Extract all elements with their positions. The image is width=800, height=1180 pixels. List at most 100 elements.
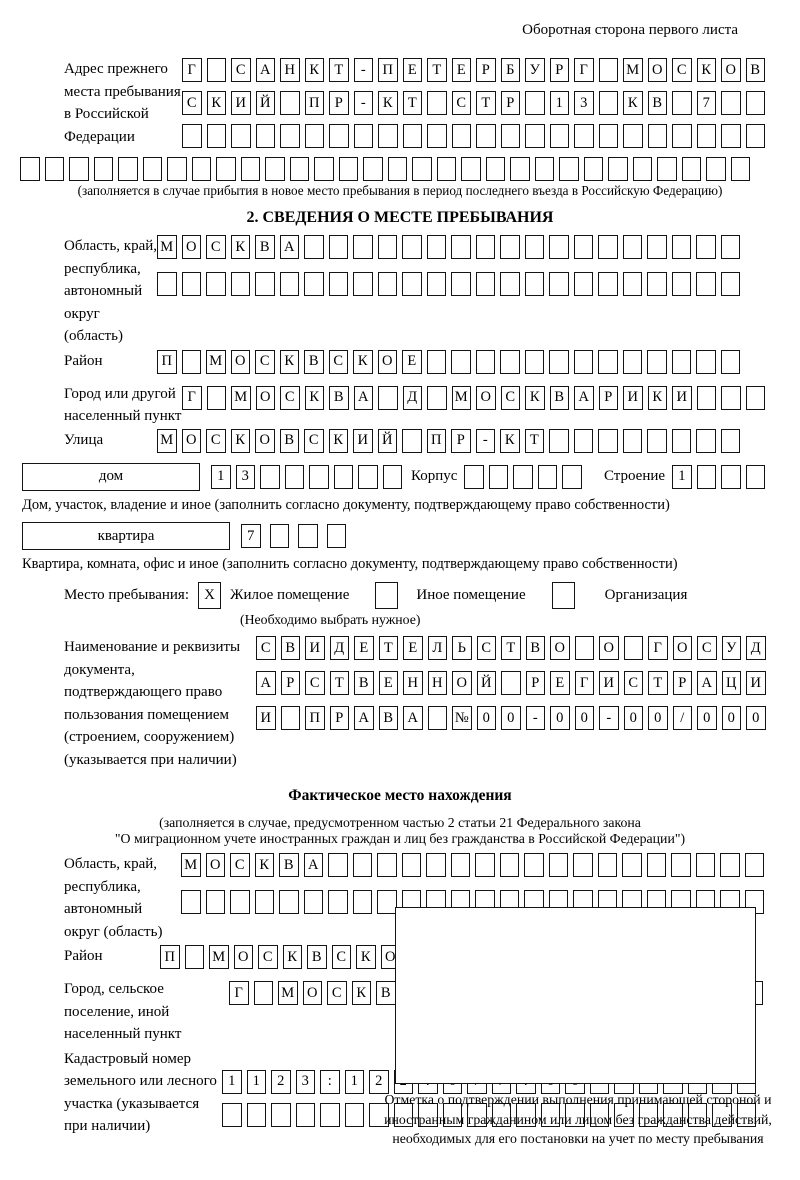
char-cell[interactable]: 1	[246, 1069, 266, 1094]
char-cell[interactable]: И	[256, 706, 276, 730]
char-cell[interactable]	[524, 853, 544, 877]
char-cell[interactable]: А	[255, 58, 275, 82]
char-cell[interactable]: Р	[500, 91, 520, 115]
char-cell[interactable]	[744, 853, 764, 877]
char-cell[interactable]	[549, 124, 569, 148]
char-cell[interactable]	[534, 157, 554, 181]
char-cell[interactable]: 7	[241, 524, 261, 549]
char-cell[interactable]: Р	[549, 58, 569, 82]
char-cell[interactable]: Т	[329, 671, 349, 695]
char-cell[interactable]: О	[255, 385, 275, 410]
char-cell[interactable]	[191, 157, 211, 181]
char-cell[interactable]	[240, 157, 260, 181]
char-cell[interactable]	[565, 1102, 585, 1127]
char-cell[interactable]	[427, 91, 447, 115]
char-cell[interactable]	[142, 157, 162, 181]
char-cell[interactable]	[451, 349, 471, 374]
char-cell[interactable]: И	[623, 385, 643, 410]
char-cell[interactable]	[44, 157, 64, 181]
char-cell[interactable]	[451, 235, 471, 259]
char-cell[interactable]	[280, 124, 300, 148]
char-cell[interactable]	[265, 157, 285, 181]
char-cell[interactable]: М	[278, 981, 298, 1005]
char-cell[interactable]: К	[623, 91, 643, 115]
char-cell[interactable]	[524, 272, 544, 296]
char-cell[interactable]	[353, 235, 373, 259]
char-cell[interactable]	[328, 853, 348, 877]
char-cell[interactable]	[721, 124, 741, 148]
char-cell[interactable]: К	[525, 385, 545, 410]
char-cell[interactable]	[451, 272, 471, 296]
char-cell[interactable]	[720, 428, 740, 453]
char-cell[interactable]: Г	[648, 636, 668, 660]
char-cell[interactable]: О	[302, 981, 322, 1005]
char-cell[interactable]	[671, 349, 691, 374]
char-cell[interactable]	[304, 124, 324, 148]
char-cell[interactable]	[314, 157, 334, 181]
char-cell[interactable]	[353, 272, 373, 296]
char-cell[interactable]	[475, 272, 495, 296]
char-cell[interactable]	[696, 124, 716, 148]
char-cell[interactable]	[369, 1102, 389, 1127]
char-cell[interactable]	[657, 157, 677, 181]
char-cell[interactable]	[475, 349, 495, 374]
char-cell[interactable]: Г	[574, 58, 594, 82]
char-cell[interactable]	[69, 157, 89, 181]
char-cell[interactable]: Е	[550, 671, 570, 695]
char-cell[interactable]: М	[451, 385, 471, 410]
char-cell[interactable]	[598, 349, 618, 374]
char-cell[interactable]	[436, 157, 456, 181]
char-cell[interactable]: 0	[550, 706, 570, 730]
char-cell[interactable]	[488, 464, 509, 489]
char-cell[interactable]: Р	[598, 385, 618, 410]
char-cell[interactable]: П	[378, 58, 398, 82]
char-cell[interactable]: О	[205, 853, 225, 877]
char-cell[interactable]	[687, 1102, 707, 1127]
char-cell[interactable]	[289, 157, 309, 181]
char-cell[interactable]	[574, 636, 594, 660]
char-cell[interactable]: Н	[427, 671, 447, 695]
char-cell[interactable]	[378, 385, 398, 410]
char-cell[interactable]	[647, 428, 667, 453]
char-cell[interactable]: И	[305, 636, 325, 660]
char-cell[interactable]: К	[230, 235, 250, 259]
char-cell[interactable]	[260, 464, 280, 489]
char-cell[interactable]	[500, 349, 520, 374]
char-cell[interactable]	[279, 272, 299, 296]
char-cell[interactable]	[181, 890, 201, 914]
char-cell[interactable]: К	[279, 349, 299, 374]
char-cell[interactable]	[608, 157, 628, 181]
char-cell[interactable]	[427, 385, 447, 410]
char-cell[interactable]	[280, 706, 300, 730]
char-cell[interactable]: 1	[222, 1069, 242, 1094]
char-cell[interactable]	[426, 272, 446, 296]
char-cell[interactable]	[329, 124, 349, 148]
char-cell[interactable]	[614, 1102, 634, 1127]
char-cell[interactable]: Г	[182, 385, 202, 410]
char-cell[interactable]: О	[230, 349, 250, 374]
char-cell[interactable]: Р	[329, 91, 349, 115]
char-cell[interactable]	[231, 124, 251, 148]
char-cell[interactable]: В	[378, 706, 398, 730]
char-cell[interactable]: М	[206, 349, 226, 374]
char-cell[interactable]	[549, 349, 569, 374]
char-cell[interactable]	[524, 235, 544, 259]
char-cell[interactable]	[647, 124, 667, 148]
char-cell[interactable]	[216, 157, 236, 181]
char-cell[interactable]	[745, 464, 766, 489]
char-cell[interactable]	[426, 853, 446, 877]
char-cell[interactable]	[721, 385, 741, 410]
stay-type-checkbox-residential[interactable]: X	[198, 582, 221, 609]
char-cell[interactable]	[720, 349, 740, 374]
char-cell[interactable]: Ц	[721, 671, 741, 695]
char-cell[interactable]	[253, 981, 273, 1005]
char-cell[interactable]: П	[426, 428, 446, 453]
char-cell[interactable]: П	[157, 349, 177, 374]
char-cell[interactable]: О	[476, 385, 496, 410]
char-cell[interactable]: С	[331, 945, 351, 969]
char-cell[interactable]: О	[550, 636, 570, 660]
char-cell[interactable]	[279, 890, 299, 914]
char-cell[interactable]	[500, 235, 520, 259]
char-cell[interactable]	[304, 272, 324, 296]
char-cell[interactable]	[549, 272, 569, 296]
